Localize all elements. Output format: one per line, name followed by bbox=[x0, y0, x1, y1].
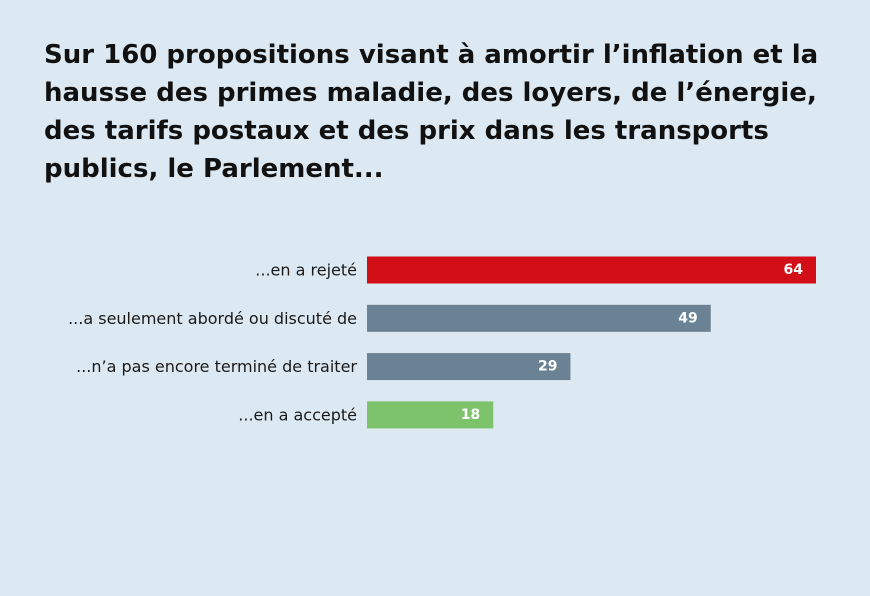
bar bbox=[367, 401, 494, 429]
bar-category-label: ...en a rejeté bbox=[255, 261, 357, 280]
bar-value-label: 49 bbox=[678, 310, 697, 326]
chart-title: Sur 160 propositions visant à amortir l’… bbox=[44, 40, 819, 184]
bar bbox=[367, 353, 571, 381]
bar bbox=[367, 256, 816, 284]
bar-value-label: 29 bbox=[538, 359, 557, 375]
bar bbox=[367, 304, 711, 332]
bar-category-label: ...a seulement abordé ou discuté de bbox=[68, 309, 357, 328]
bar-category-label: ...n’a pas encore terminé de traiter bbox=[76, 357, 357, 376]
bar-value-label: 18 bbox=[461, 407, 480, 423]
bar-category-label: ...en a accepté bbox=[238, 405, 357, 424]
bar-value-label: 64 bbox=[784, 262, 804, 278]
